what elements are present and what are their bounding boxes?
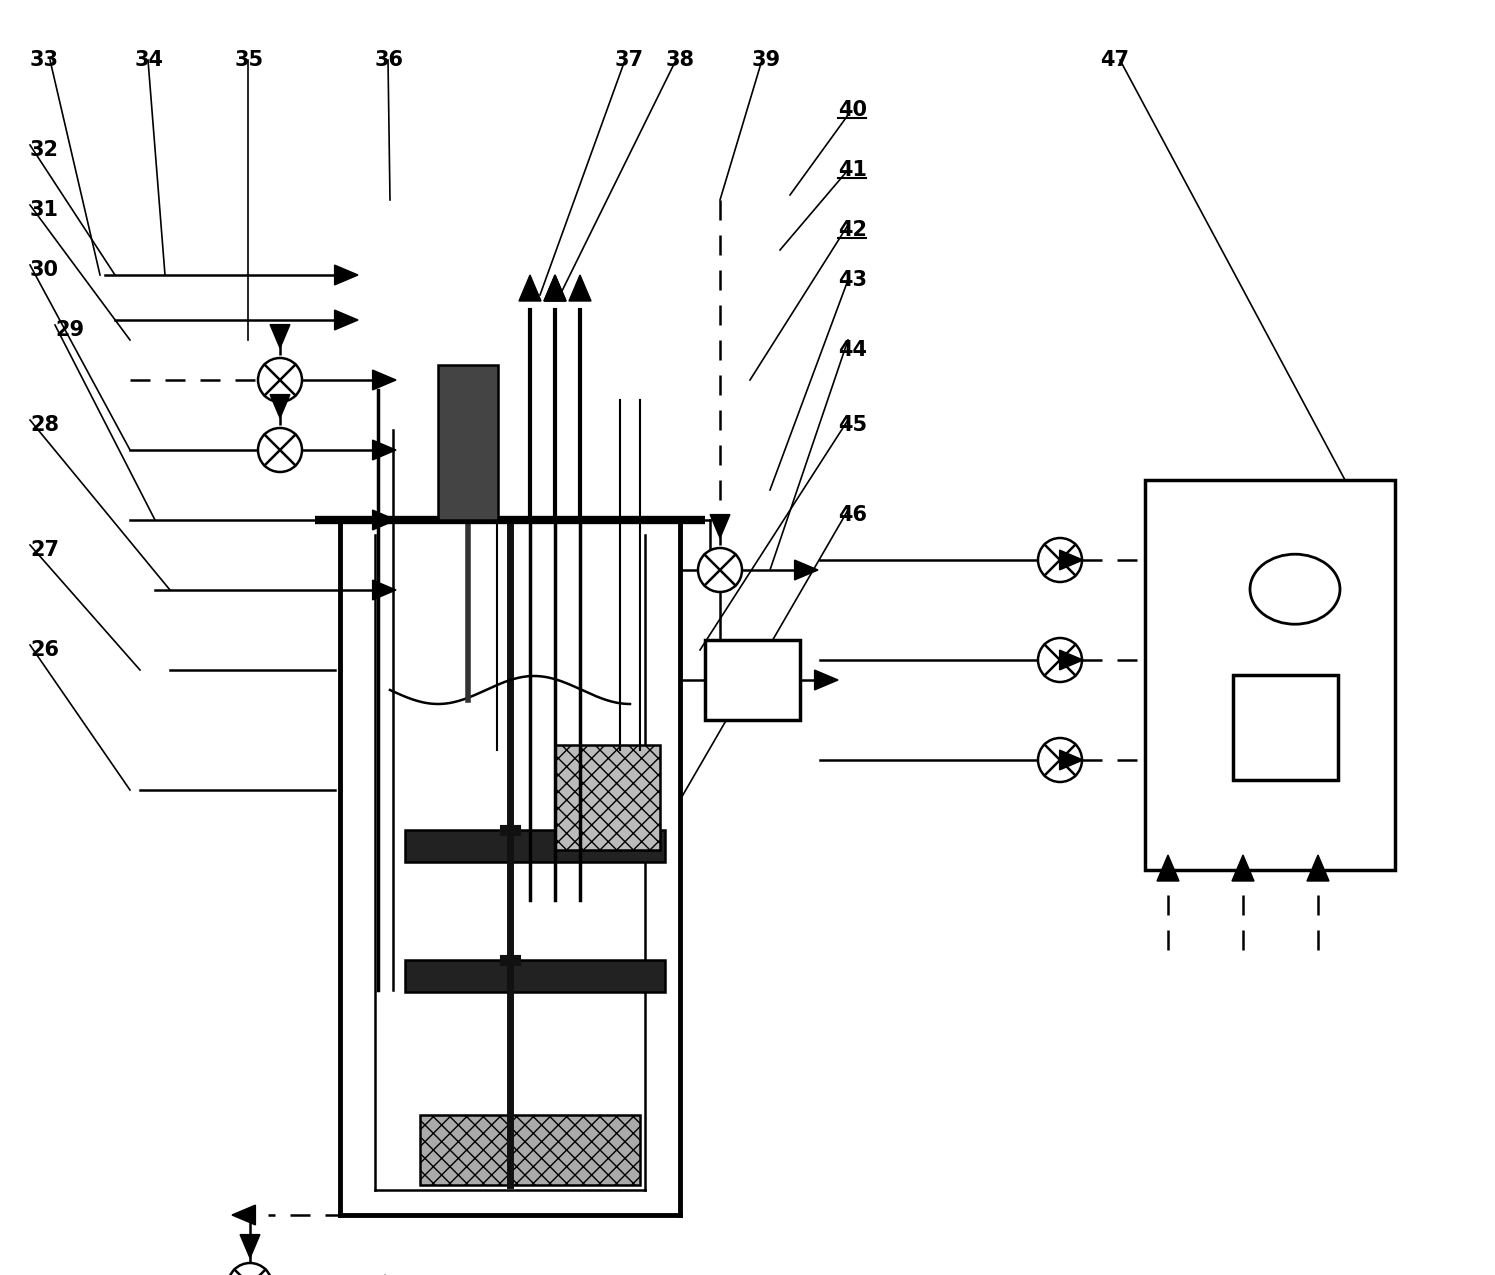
Polygon shape xyxy=(570,275,591,301)
Circle shape xyxy=(698,548,742,592)
Polygon shape xyxy=(335,310,357,330)
Text: 32: 32 xyxy=(30,140,58,159)
Polygon shape xyxy=(1157,856,1180,881)
Polygon shape xyxy=(1060,650,1082,669)
Text: 33: 33 xyxy=(30,50,58,70)
Polygon shape xyxy=(372,580,396,601)
Bar xyxy=(555,745,659,850)
Text: 27: 27 xyxy=(30,541,58,560)
Polygon shape xyxy=(372,510,396,530)
Text: 28: 28 xyxy=(30,414,58,435)
Bar xyxy=(1232,674,1338,780)
Polygon shape xyxy=(271,394,290,418)
Text: 45: 45 xyxy=(839,414,867,435)
Polygon shape xyxy=(815,671,839,690)
Text: 30: 30 xyxy=(30,260,58,280)
Text: 35: 35 xyxy=(235,50,265,70)
Polygon shape xyxy=(710,515,730,538)
Circle shape xyxy=(259,358,302,402)
Text: 44: 44 xyxy=(839,340,867,360)
Bar xyxy=(420,1116,640,1184)
Polygon shape xyxy=(241,1234,260,1258)
Text: 29: 29 xyxy=(55,320,84,340)
Polygon shape xyxy=(1060,750,1082,770)
Text: 43: 43 xyxy=(839,270,867,289)
Circle shape xyxy=(1038,738,1082,782)
Circle shape xyxy=(1038,638,1082,682)
Bar xyxy=(706,640,800,720)
Circle shape xyxy=(1038,538,1082,581)
Text: 37: 37 xyxy=(614,50,644,70)
Polygon shape xyxy=(1307,856,1329,881)
Text: 40: 40 xyxy=(839,99,867,120)
Text: 34: 34 xyxy=(135,50,164,70)
Polygon shape xyxy=(544,275,567,301)
Bar xyxy=(1145,479,1395,870)
Text: 31: 31 xyxy=(30,200,58,221)
Polygon shape xyxy=(232,1205,256,1225)
Polygon shape xyxy=(335,265,357,284)
Text: 41: 41 xyxy=(839,159,867,180)
Circle shape xyxy=(259,428,302,472)
Ellipse shape xyxy=(1250,555,1340,625)
Polygon shape xyxy=(519,275,541,301)
Text: 46: 46 xyxy=(839,505,867,525)
Text: 47: 47 xyxy=(1100,50,1129,70)
Polygon shape xyxy=(795,560,818,580)
Polygon shape xyxy=(372,440,396,460)
Polygon shape xyxy=(1060,550,1082,570)
Polygon shape xyxy=(544,275,567,301)
Text: 38: 38 xyxy=(665,50,695,70)
Polygon shape xyxy=(1232,856,1254,881)
Polygon shape xyxy=(271,325,290,348)
Circle shape xyxy=(229,1264,272,1275)
Bar xyxy=(405,830,665,862)
Bar xyxy=(405,960,665,992)
Text: 42: 42 xyxy=(839,221,867,240)
Text: 39: 39 xyxy=(752,50,780,70)
Text: 26: 26 xyxy=(30,640,58,660)
Text: 36: 36 xyxy=(375,50,404,70)
Polygon shape xyxy=(372,370,396,390)
Bar xyxy=(438,365,498,520)
